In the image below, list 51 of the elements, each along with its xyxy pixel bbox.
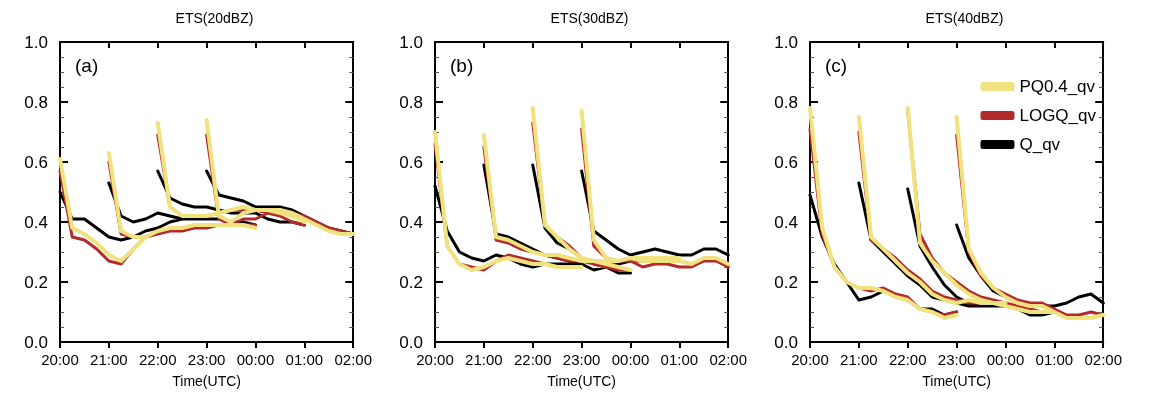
y-tick-label: 0.0: [24, 332, 48, 352]
x-tick-label: 23:00: [562, 351, 601, 368]
y-tick-label: 0.6: [24, 152, 48, 172]
x-tick-label: 23:00: [187, 351, 226, 368]
legend-label: LOGQ_qv: [1019, 106, 1097, 125]
chart-title: ETS(30dBZ): [550, 10, 629, 26]
y-tick-label: 0.0: [399, 332, 423, 352]
legend-label: PQ0.4_qv: [1019, 77, 1096, 96]
y-tick-label: 1.0: [399, 32, 423, 52]
x-tick-label: 22:00: [888, 351, 927, 368]
y-tick-label: 0.4: [774, 212, 798, 232]
x-tick-label: 23:00: [937, 351, 976, 368]
annotation: (b): [450, 55, 474, 76]
y-tick-label: 0.6: [774, 152, 798, 172]
x-tick-label: 22:00: [138, 351, 177, 368]
y-tick-label: 0.4: [24, 212, 48, 232]
x-tick-label: 22:00: [513, 351, 552, 368]
x-tick-label: 00:00: [986, 351, 1025, 368]
y-tick-label: 0.8: [24, 92, 48, 112]
x-tick-label: 00:00: [611, 351, 650, 368]
x-tick-label: 01:00: [285, 351, 324, 368]
y-tick-label: 0.2: [399, 272, 423, 292]
x-tick-label: 01:00: [1035, 351, 1074, 368]
y-tick-label: 0.4: [399, 212, 423, 232]
legend-label: Q_qv: [1019, 135, 1061, 154]
x-tick-label: 01:00: [660, 351, 699, 368]
x-tick-label: 00:00: [236, 351, 275, 368]
chart-title: ETS(40dBZ): [925, 10, 1004, 26]
x-axis-title: Time(UTC): [922, 373, 991, 389]
y-tick-label: 0.8: [774, 92, 798, 112]
x-tick-label: 02:00: [709, 351, 748, 368]
x-tick-label: 21:00: [465, 351, 503, 368]
x-tick-label: 02:00: [1084, 351, 1123, 368]
y-tick-label: 0.8: [399, 92, 423, 112]
x-axis-title: Time(UTC): [547, 373, 616, 389]
x-tick-label: 02:00: [334, 351, 373, 368]
y-tick-label: 0.2: [24, 272, 48, 292]
annotation: (c): [825, 55, 848, 76]
y-tick-label: 0.2: [774, 272, 798, 292]
y-tick-label: 0.0: [774, 332, 798, 352]
y-tick-label: 0.6: [399, 152, 423, 172]
x-tick-label: 20:00: [416, 351, 454, 368]
x-tick-label: 20:00: [791, 351, 829, 368]
x-tick-label: 21:00: [90, 351, 128, 368]
annotation: (a): [75, 55, 99, 76]
y-tick-label: 1.0: [774, 32, 798, 52]
x-tick-label: 21:00: [840, 351, 878, 368]
x-axis-title: Time(UTC): [172, 373, 241, 389]
y-tick-label: 1.0: [24, 32, 48, 52]
x-tick-label: 20:00: [41, 351, 79, 368]
chart-title: ETS(20dBZ): [175, 10, 254, 26]
